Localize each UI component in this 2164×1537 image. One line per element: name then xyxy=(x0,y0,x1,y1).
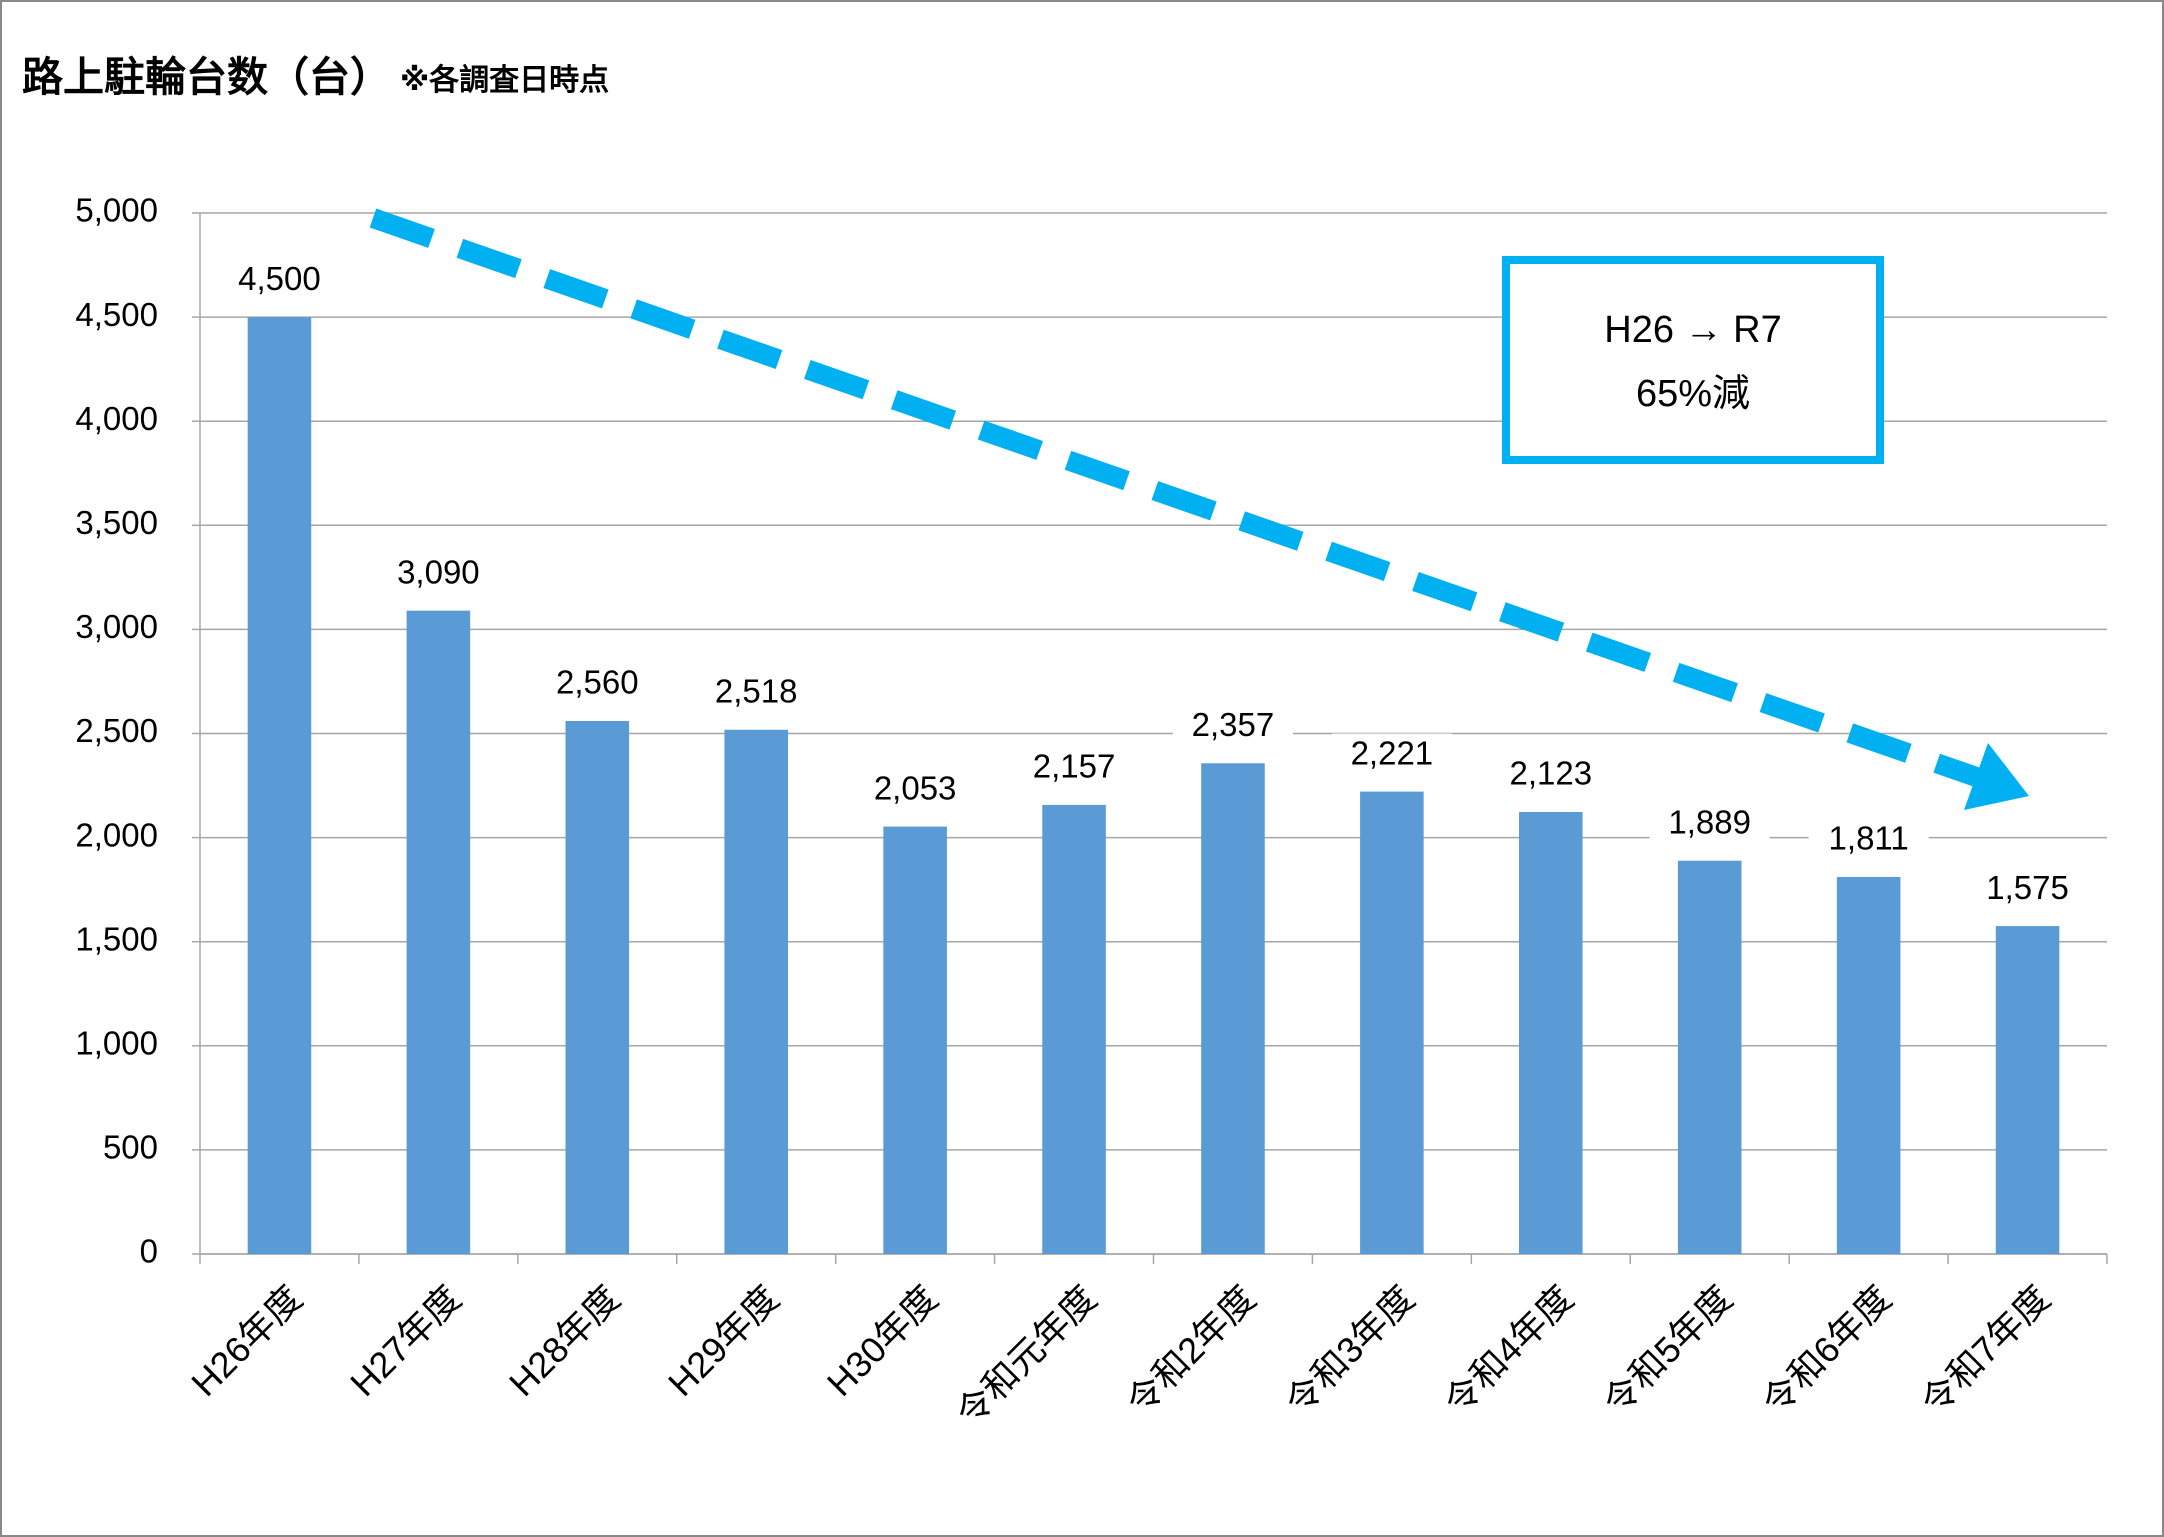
y-tick-label: 2,500 xyxy=(75,712,158,749)
y-tick-label: 0 xyxy=(140,1233,158,1270)
y-tick-label: 500 xyxy=(103,1129,158,1166)
bar xyxy=(565,721,630,1254)
data-label: 1,811 xyxy=(1829,820,1909,857)
data-label: 2,560 xyxy=(556,664,639,701)
y-tick-label: 5,000 xyxy=(75,192,158,229)
y-tick-label: 2,000 xyxy=(75,816,158,853)
data-label-bg xyxy=(378,552,499,593)
bar xyxy=(883,826,947,1254)
trend-arrow xyxy=(369,208,1989,790)
data-label: 2,123 xyxy=(1509,755,1592,792)
data-label-bg xyxy=(219,259,340,300)
arrow-head xyxy=(1964,743,2029,810)
y-tick-label: 4,500 xyxy=(75,296,158,333)
data-label: 2,053 xyxy=(874,769,957,806)
data-label: 2,157 xyxy=(1033,748,1116,785)
y-tick-label: 4,000 xyxy=(75,400,158,437)
data-label-bg xyxy=(1808,818,1929,859)
data-label: 1,889 xyxy=(1668,803,1751,840)
data-label-bg xyxy=(1331,733,1452,774)
y-tick-label: 3,500 xyxy=(75,504,158,541)
data-label: 1,575 xyxy=(1986,869,2069,906)
bar xyxy=(1519,811,1583,1254)
bar xyxy=(1677,860,1742,1254)
bar xyxy=(1836,876,1901,1254)
data-label-bg xyxy=(537,663,658,704)
annotation: 65%減 xyxy=(1636,373,1750,415)
data-label: 2,221 xyxy=(1351,734,1434,771)
data-label: 2,518 xyxy=(715,672,798,709)
data-label-bg xyxy=(855,768,976,809)
data-label: 4,500 xyxy=(238,260,321,297)
annotation: H26 → R7 xyxy=(1604,309,1781,351)
y-tick-label: 1,500 xyxy=(75,920,158,957)
bar xyxy=(1042,804,1106,1254)
y-tick-label: 1,000 xyxy=(75,1025,158,1062)
data-label-bg xyxy=(1967,868,2088,909)
data-label: 2,357 xyxy=(1192,706,1275,743)
data-label-bg xyxy=(1490,753,1611,794)
y-tick-label: 3,000 xyxy=(75,608,158,645)
chart-subtitle: ※各調査日時点 xyxy=(400,63,609,97)
annotation-box xyxy=(1502,256,1884,464)
bar xyxy=(247,317,312,1255)
data-label-bg xyxy=(696,671,817,712)
bar xyxy=(1201,763,1265,1254)
data-label-bg xyxy=(1649,802,1770,843)
data-label-bg xyxy=(1172,705,1293,746)
data-label-bg xyxy=(1014,746,1135,787)
data-label: 3,090 xyxy=(397,553,480,590)
bar xyxy=(406,610,471,1254)
bar xyxy=(1360,791,1424,1254)
chart-title: 路上駐輪台数（台） xyxy=(22,54,391,100)
bar xyxy=(1995,926,2060,1254)
bar xyxy=(724,729,788,1254)
